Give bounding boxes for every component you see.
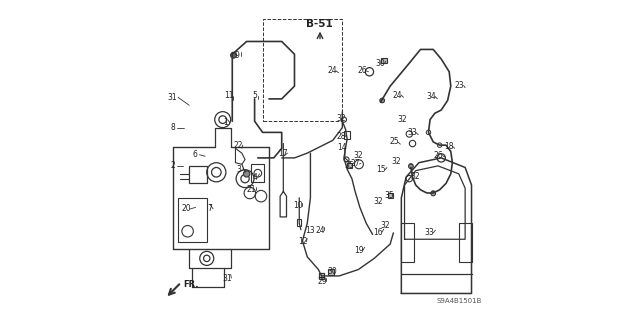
Text: 32: 32	[353, 151, 363, 160]
Text: 3: 3	[236, 165, 241, 174]
Circle shape	[230, 52, 236, 58]
Bar	[252, 164, 264, 182]
Text: 19: 19	[354, 246, 364, 255]
Bar	[401, 223, 414, 262]
Text: 35: 35	[344, 161, 354, 170]
Bar	[388, 193, 393, 198]
Bar	[347, 163, 352, 168]
Text: 32: 32	[381, 221, 390, 230]
Text: 26: 26	[357, 66, 367, 75]
Text: 24: 24	[316, 226, 326, 235]
Text: 16: 16	[373, 228, 383, 237]
Bar	[319, 273, 324, 279]
Text: 33: 33	[407, 128, 417, 137]
Text: 20: 20	[181, 204, 191, 213]
Text: 9: 9	[235, 51, 239, 60]
Text: 24: 24	[392, 91, 402, 100]
Circle shape	[431, 191, 435, 196]
Text: 34: 34	[426, 92, 436, 101]
Text: 32: 32	[373, 197, 383, 206]
Circle shape	[380, 98, 385, 103]
Text: 29: 29	[317, 277, 328, 286]
Bar	[178, 198, 207, 242]
Bar	[297, 219, 301, 226]
Circle shape	[243, 171, 250, 177]
Text: 17: 17	[278, 149, 288, 158]
Text: 4: 4	[252, 173, 257, 182]
Bar	[319, 272, 324, 277]
Text: 30: 30	[327, 267, 337, 276]
Text: 6: 6	[193, 150, 197, 159]
Text: 13: 13	[305, 226, 315, 235]
Text: 28: 28	[337, 132, 346, 141]
Text: 15: 15	[376, 165, 386, 174]
Text: 5: 5	[252, 91, 257, 100]
Text: S9A4B1501B: S9A4B1501B	[436, 299, 481, 304]
Text: B-51: B-51	[306, 19, 333, 29]
Bar	[381, 58, 387, 63]
Text: 27: 27	[351, 160, 360, 168]
Text: 23: 23	[455, 81, 465, 90]
Text: 14: 14	[337, 143, 346, 152]
Text: 31: 31	[223, 274, 232, 283]
Bar	[344, 131, 349, 139]
Bar	[459, 223, 472, 262]
Text: 1: 1	[223, 118, 228, 127]
Text: 2: 2	[170, 161, 175, 170]
Circle shape	[409, 164, 413, 169]
Text: 11: 11	[225, 91, 234, 100]
Text: 33: 33	[424, 228, 435, 237]
Text: 25: 25	[389, 137, 399, 146]
Text: 21: 21	[246, 185, 256, 194]
Text: 32: 32	[410, 172, 420, 181]
Text: 31: 31	[168, 93, 177, 102]
Text: FR.: FR.	[184, 280, 199, 289]
Text: 24: 24	[327, 66, 337, 75]
Bar	[328, 269, 334, 275]
Text: 32: 32	[336, 114, 346, 123]
Bar	[189, 166, 207, 183]
Text: 10: 10	[294, 201, 303, 210]
Text: 7: 7	[207, 204, 212, 213]
Text: 26: 26	[434, 151, 444, 160]
Text: 32: 32	[391, 157, 401, 166]
Text: 18: 18	[444, 142, 453, 151]
Text: 22: 22	[234, 141, 243, 150]
Text: 30: 30	[376, 59, 385, 68]
Text: 12: 12	[298, 237, 307, 246]
Text: 32: 32	[397, 115, 407, 124]
Text: 35: 35	[385, 191, 394, 200]
Text: 8: 8	[170, 123, 175, 132]
Bar	[262, 19, 342, 121]
